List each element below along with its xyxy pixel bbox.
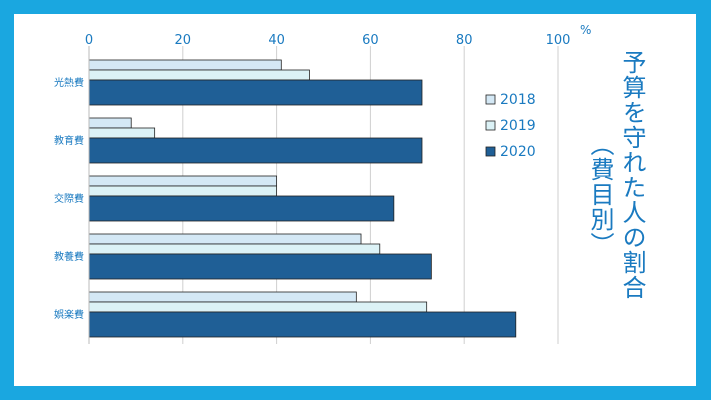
bar-2018-1 <box>88 117 132 129</box>
bar-2019-1 <box>88 127 156 139</box>
legend-label: 2018 <box>500 92 536 108</box>
chart-subtitle: （費目別） <box>586 132 614 257</box>
x-tick-label: 100 <box>546 33 571 48</box>
unit-label: % <box>580 23 591 37</box>
x-tick-label: 60 <box>362 33 379 48</box>
bar-2020-2 <box>88 195 395 222</box>
bar-2020-0 <box>88 79 423 106</box>
category-label: 教養費 <box>54 250 84 263</box>
legend-label: 2019 <box>500 118 536 134</box>
bar-2020-3 <box>88 253 432 280</box>
category-label: 光熱費 <box>54 76 84 89</box>
legend-swatch-2020 <box>485 146 496 157</box>
bar-2019-0 <box>88 69 310 81</box>
bar-2019-3 <box>88 243 381 255</box>
chart-title: 予算を守れた人の割合 <box>618 50 646 300</box>
bar-2020-4 <box>88 311 517 338</box>
bar-2019-4 <box>88 301 428 313</box>
bar-2020-1 <box>88 137 423 164</box>
legend-label: 2020 <box>500 144 536 160</box>
bar-2018-4 <box>88 291 357 303</box>
category-label: 娯楽費 <box>54 308 84 321</box>
x-tick-label: 80 <box>456 33 473 48</box>
legend-swatch-2018 <box>485 94 496 105</box>
category-label: 交際費 <box>54 192 84 205</box>
bar-2019-2 <box>88 185 278 197</box>
x-tick-label: 20 <box>175 33 192 48</box>
bar-2018-3 <box>88 233 362 245</box>
slide-frame: 0 20 40 60 80 100% 光熱費教育費交際費教養費娯楽費 2018 2019 2020… <box>14 14 696 386</box>
bar-2018-0 <box>88 59 282 71</box>
x-tick-label: 40 <box>268 33 285 48</box>
category-label: 教育費 <box>54 134 84 147</box>
x-tick-label: 0 <box>85 33 93 48</box>
legend-swatch-2019 <box>485 120 496 131</box>
bar-2018-2 <box>88 175 278 187</box>
